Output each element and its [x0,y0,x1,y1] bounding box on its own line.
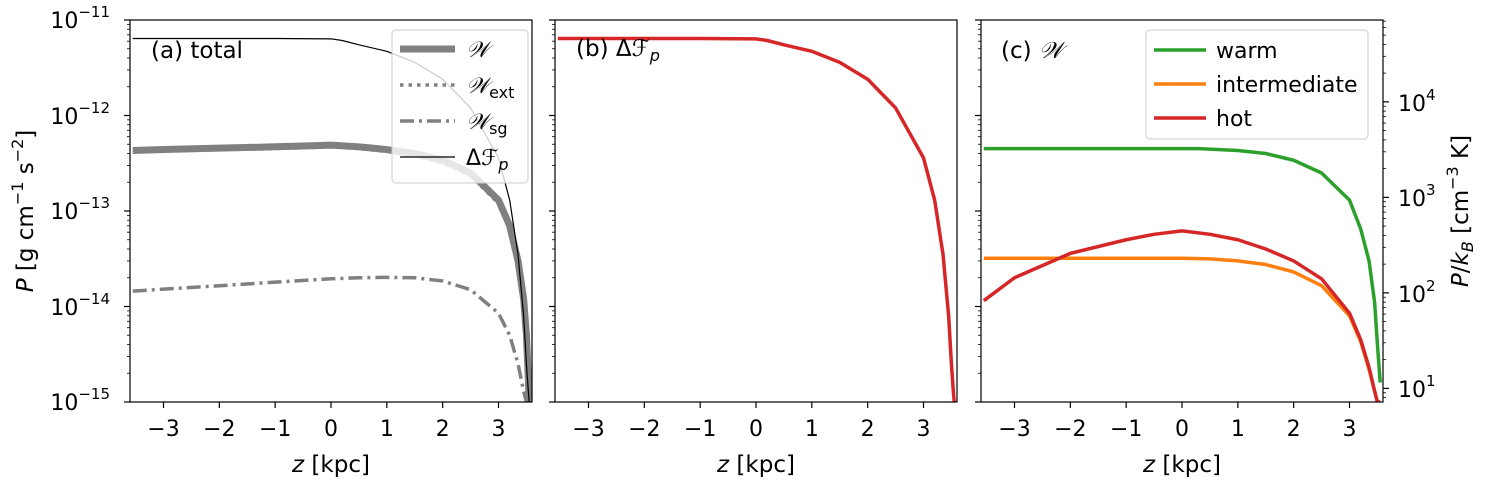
panel-c-x-axis-label: z [kpc] [1142,452,1221,478]
x-tick-label: −3 [147,417,179,442]
panel-b-x-ticks: −3 −2 −1 0 1 2 3 [572,402,931,442]
x-tick-label: −2 [203,417,235,442]
y-tick-label: 10−12 [50,99,110,130]
x-tick-label: −2 [1054,417,1086,442]
x-tick-label: 3 [1343,417,1357,442]
x-tick-label: 3 [917,417,931,442]
legend-box [1145,29,1369,140]
y-tick-label: 10−13 [50,194,110,225]
x-tick-label: 0 [1175,417,1189,442]
x-tick-label: 0 [324,417,338,442]
panel-a-y-axis-label: P [g cm−1 s−2] [8,130,39,293]
series-line [557,36,956,402]
x-tick-label: −3 [998,417,1030,442]
panel-a-frame [129,19,533,403]
y-tick-label: 10−15 [50,385,110,416]
legend-label-intermediate: intermediate [1216,73,1358,98]
panel-a-x-ticks: −3 −2 −1 0 1 2 3 [147,402,506,442]
panel-c-x-ticks: −3 −2 −1 0 1 2 3 [998,402,1357,442]
series-line [982,229,1381,402]
panel-b-annotation: (b) Δℱp [576,36,660,65]
x-tick-label: 2 [1287,417,1301,442]
x-tick-label: −1 [1110,417,1142,442]
panel-c-frame [980,19,1384,403]
x-tick-label: −1 [684,417,716,442]
x-tick-label: 1 [380,417,394,442]
panel-c-right-y-axis-label: P/kB [cm−3 K] [1443,135,1477,287]
x-tick-label: −3 [572,417,604,442]
panel-b: −3 −2 −1 0 1 2 3 (b) Δℱp z [kpc] [549,19,958,478]
series-line [132,145,531,402]
panel-a: −3 −2 −1 0 1 2 3 (a) total 10−11 10−12 10−13 1… [8,3,533,478]
x-tick-label: 1 [805,417,819,442]
panel-c-right-y-ticks [1383,20,1389,399]
x-tick-label: 0 [749,417,763,442]
panel-c-curves [982,146,1382,402]
series-line [983,146,1382,383]
right-y-tick-label: 103 [1398,181,1436,212]
panel-a-legend: 𝒲 𝒲ext 𝒲sg Δℱp [391,29,529,184]
legend-box [391,29,529,184]
x-tick-label: 3 [492,417,506,442]
panel-c-y-ticks [975,19,981,403]
x-tick-label: 2 [861,417,875,442]
x-tick-label: −2 [628,417,660,442]
right-y-tick-label: 104 [1398,86,1436,117]
panel-c: −3 −2 −1 0 1 2 3 (c) 𝒲 z [kpc] 104 103 102 101… [975,19,1477,478]
legend-label-hot: hot [1216,107,1252,132]
panel-b-frame [554,19,958,403]
y-tick-label: 10−11 [50,3,110,34]
right-y-tick-label: 101 [1398,372,1436,403]
right-y-tick-label: 102 [1398,277,1436,308]
panel-b-curves [557,36,956,402]
legend-label-warm: warm [1216,39,1278,64]
panel-a-annotation: (a) total [151,38,243,64]
panel-b-y-ticks [549,19,555,403]
series-line [132,141,532,402]
panel-a-y-ticks [124,19,130,403]
x-tick-label: 1 [1231,417,1245,442]
x-tick-label: −1 [259,417,291,442]
panel-c-legend: warm intermediate hot [1145,29,1369,140]
y-tick-label: 10−14 [50,290,110,321]
panel-b-x-axis-label: z [kpc] [716,452,795,478]
x-tick-label: 2 [436,417,450,442]
legend-label-w-ext: 𝒲ext [466,74,514,102]
series-line [132,275,529,402]
panel-a-x-axis-label: z [kpc] [291,452,370,478]
panel-c-annotation: (c) 𝒲 [1001,38,1068,64]
